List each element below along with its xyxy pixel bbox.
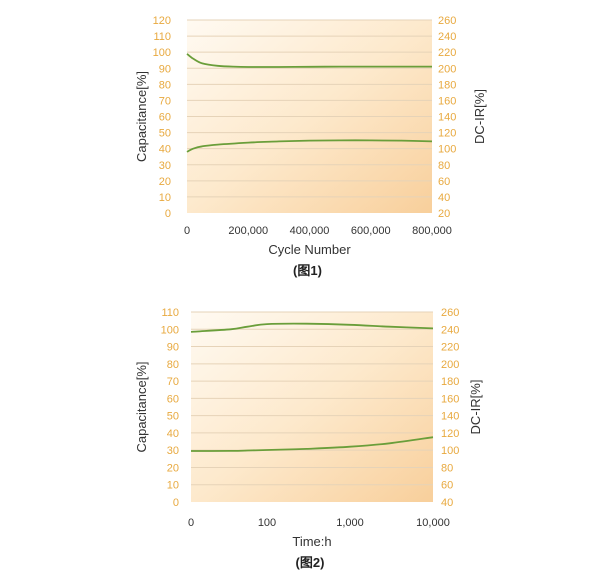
x-tick: 400,000	[290, 225, 330, 237]
y-tick-left: 110	[161, 307, 179, 319]
y-tick-right: 140	[438, 112, 456, 124]
y-tick-left: 120	[153, 15, 171, 27]
x-tick: 10,000	[416, 517, 450, 529]
x-axis-title: Cycle Number	[268, 242, 351, 257]
y-tick-right: 100	[438, 144, 456, 156]
y-tick-right: 120	[441, 428, 459, 440]
chart-time: 0 10 20 30 40 50 60 70 80 90 100 110 40 60 80 100 120 140…	[134, 307, 483, 570]
y-tick-right: 20	[438, 208, 450, 220]
y-axis-title-left: Capacitance[%]	[134, 361, 149, 452]
y-tick-left: 40	[159, 144, 171, 156]
y-tick-right: 180	[441, 376, 459, 388]
y-tick-left: 20	[167, 462, 179, 474]
y-tick-left: 80	[167, 359, 179, 371]
series-line-capacitance	[190, 322, 434, 333]
y-tick-right: 260	[441, 307, 459, 319]
y-tick-left: 70	[159, 95, 171, 107]
y-tick-right: 180	[438, 79, 456, 91]
y-tick-left: 100	[161, 324, 179, 336]
x-tick: 100	[258, 517, 276, 529]
y-tick-right: 220	[438, 47, 456, 59]
y-tick-right: 120	[438, 128, 456, 140]
x-tick: 0	[184, 225, 190, 237]
y-tick-left: 100	[153, 47, 171, 59]
y-tick-left: 50	[159, 128, 171, 140]
y-tick-right: 140	[441, 411, 459, 423]
y-axis-title-right: DC-IR[%]	[468, 380, 483, 435]
y-tick-right: 240	[441, 324, 459, 336]
series-line-capacitance	[186, 53, 432, 68]
plot-area	[191, 312, 433, 502]
x-tick: 200,000	[228, 225, 268, 237]
figure-caption: (图2)	[296, 555, 325, 570]
y-tick-right: 160	[441, 393, 459, 405]
y-tick-right: 160	[438, 95, 456, 107]
y-tick-left: 20	[159, 176, 171, 188]
y-tick-left: 80	[159, 79, 171, 91]
y-tick-right: 80	[441, 462, 453, 474]
y-axis-title-left: Capacitance[%]	[134, 71, 149, 162]
y-tick-left: 40	[167, 428, 179, 440]
y-tick-right: 60	[441, 480, 453, 492]
x-tick: 1,000	[336, 517, 364, 529]
y-tick-left: 70	[167, 376, 179, 388]
y-tick-left: 90	[167, 342, 179, 354]
y-tick-right: 220	[441, 342, 459, 354]
y-tick-left: 110	[153, 31, 171, 43]
x-tick: 0	[188, 517, 194, 529]
y-tick-right: 60	[438, 176, 450, 188]
x-tick: 600,000	[351, 225, 391, 237]
y-tick-left: 60	[159, 112, 171, 124]
y-tick-right: 260	[438, 15, 456, 27]
y-tick-left: 30	[167, 445, 179, 457]
x-axis-title: Time:h	[292, 534, 331, 549]
figure-caption: (图1)	[293, 263, 322, 278]
y-tick-right: 100	[441, 445, 459, 457]
series-line-dc-ir	[186, 139, 433, 153]
y-axis-title-right: DC-IR[%]	[472, 89, 487, 144]
y-tick-left: 10	[159, 192, 171, 204]
y-tick-left: 50	[167, 411, 179, 423]
series-line-dc-ir	[190, 436, 434, 452]
y-tick-right: 80	[438, 160, 450, 172]
y-tick-right: 200	[438, 63, 456, 75]
y-tick-right: 200	[441, 359, 459, 371]
y-tick-right: 40	[441, 497, 453, 509]
y-tick-right: 240	[438, 31, 456, 43]
y-tick-left: 10	[167, 480, 179, 492]
y-tick-left: 0	[173, 497, 179, 509]
y-tick-left: 90	[159, 63, 171, 75]
y-tick-left: 30	[159, 160, 171, 172]
y-tick-left: 60	[167, 393, 179, 405]
y-tick-left: 0	[165, 208, 171, 220]
y-tick-right: 40	[438, 192, 450, 204]
chart-cycle-number: 0 10 20 30 40 50 60 70 80 90 100 110 120 20 40 60 80 100 1…	[134, 15, 487, 278]
x-tick: 800,000	[412, 225, 452, 237]
